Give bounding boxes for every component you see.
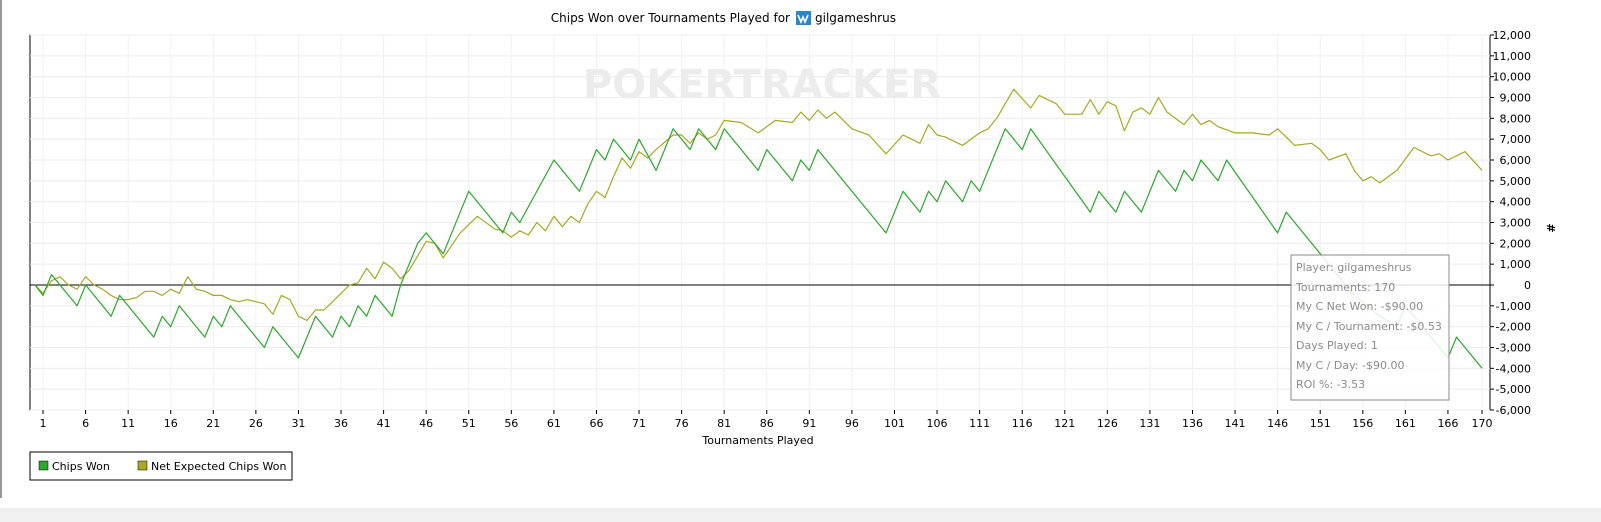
stats-tooltip: Player: gilgameshrus Tournaments: 170 My… bbox=[1290, 254, 1450, 401]
x-tick-label: 71 bbox=[632, 417, 646, 430]
y-tick-label: -1,000 bbox=[1496, 300, 1531, 313]
grid-lines bbox=[30, 34, 1490, 411]
tooltip-line: My C / Tournament: -$0.53 bbox=[1296, 320, 1442, 333]
x-tick-label: 21 bbox=[206, 417, 220, 430]
y-tick-label: 0 bbox=[1524, 279, 1531, 292]
x-tick-label: 86 bbox=[760, 417, 774, 430]
y-tick-label: 3,000 bbox=[1500, 217, 1532, 230]
x-tick-label: 66 bbox=[589, 417, 603, 430]
y-tick-label: 11,000 bbox=[1493, 50, 1532, 63]
legend: Chips Won Net Expected Chips Won bbox=[29, 451, 293, 481]
y-tick-label: 12,000 bbox=[1493, 29, 1532, 42]
x-tick-label: 106 bbox=[927, 417, 948, 430]
x-tick-label: 121 bbox=[1054, 417, 1075, 430]
x-axis-label: Tournaments Played bbox=[701, 434, 813, 447]
y-tick-label: 6,000 bbox=[1500, 154, 1532, 167]
y-tick-label: -6,000 bbox=[1496, 404, 1531, 417]
y-tick-label: 4,000 bbox=[1500, 196, 1532, 209]
y-tick-label: 8,000 bbox=[1500, 112, 1532, 125]
x-tick-label: 111 bbox=[969, 417, 990, 430]
y-tick-label: 2,000 bbox=[1500, 237, 1532, 250]
y-tick-label: -5,000 bbox=[1496, 383, 1531, 396]
y-axis-label: # bbox=[1544, 223, 1557, 232]
y-axis-ticks: 12,000 11,000 10,000 9,000 8,000 7,000 6,000 5,… bbox=[1490, 29, 1531, 417]
series-line-net-expected-chips-won bbox=[34, 88, 1483, 321]
y-tick-label: 9,000 bbox=[1500, 92, 1532, 105]
legend-label-chips-won: Chips Won bbox=[52, 460, 110, 473]
chart-player-name: gilgameshrus bbox=[815, 11, 896, 25]
legend-label-net-expected: Net Expected Chips Won bbox=[151, 460, 287, 473]
tooltip-line: Days Played: 1 bbox=[1296, 339, 1378, 352]
x-tick-label: 11 bbox=[121, 417, 135, 430]
y-tick-label: 5,000 bbox=[1500, 175, 1532, 188]
x-tick-label: 91 bbox=[802, 417, 816, 430]
x-tick-label: 16 bbox=[164, 417, 178, 430]
tooltip-line: Player: gilgameshrus bbox=[1296, 261, 1412, 274]
series-group bbox=[34, 88, 1483, 369]
x-tick-label: 26 bbox=[249, 417, 263, 430]
x-tick-label: 31 bbox=[291, 417, 305, 430]
x-tick-label: 41 bbox=[377, 417, 391, 430]
x-tick-label: 170 bbox=[1472, 417, 1493, 430]
tooltip-line: ROI %: -3.53 bbox=[1296, 378, 1365, 391]
series-line-chips-won bbox=[34, 128, 1483, 369]
legend-swatch-chips-won bbox=[38, 460, 49, 471]
x-tick-label: 101 bbox=[884, 417, 905, 430]
tooltip-line: Tournaments: 170 bbox=[1295, 281, 1395, 294]
x-axis-ticks: 1 6 11 16 21 26 31 36 41 46 51 56 61 66 71 76 81 86 91 96 10… bbox=[40, 410, 1493, 430]
x-tick-label: 51 bbox=[462, 417, 476, 430]
bottom-status-strip bbox=[0, 508, 1601, 522]
x-tick-label: 166 bbox=[1437, 417, 1458, 430]
x-tick-label: 46 bbox=[419, 417, 433, 430]
y-tick-label: -2,000 bbox=[1496, 321, 1531, 334]
x-tick-label: 151 bbox=[1310, 417, 1331, 430]
y-tick-label: -3,000 bbox=[1496, 342, 1531, 355]
x-tick-label: 141 bbox=[1225, 417, 1246, 430]
x-tick-label: 116 bbox=[1012, 417, 1033, 430]
x-tick-label: 1 bbox=[40, 417, 47, 430]
tooltip-line: My C Net Won: -$90.00 bbox=[1296, 300, 1423, 313]
x-tick-label: 136 bbox=[1182, 417, 1203, 430]
x-tick-label: 6 bbox=[82, 417, 89, 430]
y-tick-label: 1,000 bbox=[1500, 258, 1532, 271]
legend-swatch-net-expected bbox=[137, 460, 148, 471]
y-tick-label: 7,000 bbox=[1500, 133, 1532, 146]
y-tick-label: -4,000 bbox=[1496, 362, 1531, 375]
x-tick-label: 156 bbox=[1352, 417, 1373, 430]
x-tick-label: 96 bbox=[845, 417, 859, 430]
x-tick-label: 76 bbox=[675, 417, 689, 430]
x-tick-label: 126 bbox=[1097, 417, 1118, 430]
site-logo-icon bbox=[796, 11, 811, 25]
x-tick-label: 36 bbox=[334, 417, 348, 430]
x-tick-label: 61 bbox=[547, 417, 561, 430]
x-tick-label: 146 bbox=[1267, 417, 1288, 430]
y-tick-label: 10,000 bbox=[1493, 71, 1532, 84]
x-tick-label: 131 bbox=[1139, 417, 1160, 430]
x-tick-label: 81 bbox=[717, 417, 731, 430]
tooltip-line: My C / Day: -$90.00 bbox=[1296, 359, 1404, 372]
watermark: POKERTRACKER bbox=[583, 62, 941, 108]
x-tick-label: 161 bbox=[1395, 417, 1416, 430]
chart-title: Chips Won over Tournaments Played for bbox=[551, 11, 790, 25]
x-tick-label: 56 bbox=[504, 417, 518, 430]
